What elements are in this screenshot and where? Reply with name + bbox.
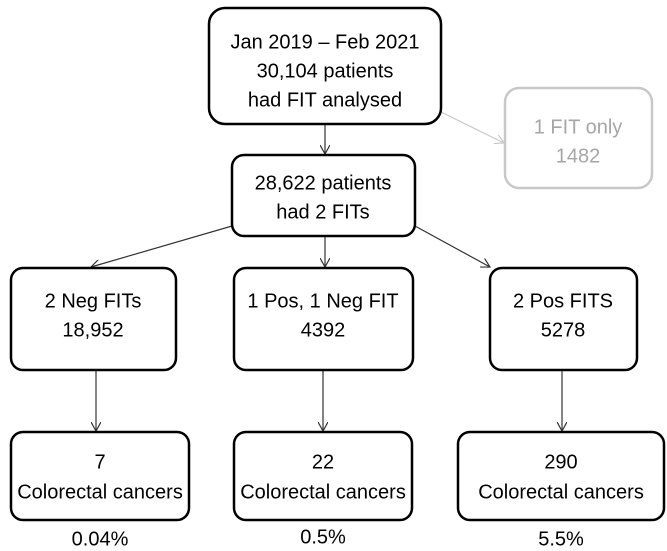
node-text: had FIT analysed <box>248 89 402 111</box>
node: Jan 2019 – Feb 2021 30,104 patients had … <box>207 6 443 126</box>
node-text: 30,104 patients <box>257 60 394 82</box>
arrow <box>440 111 504 143</box>
node-text: 290 <box>544 451 577 473</box>
node-box <box>232 266 415 372</box>
node: 7 Colorectal cancers <box>9 430 191 522</box>
node-text: 22 <box>312 451 334 473</box>
node-text: 1482 <box>556 145 601 167</box>
node-text: 7 <box>94 451 105 473</box>
percentage: 0.04% <box>72 528 129 550</box>
node-box <box>232 430 414 522</box>
node: 290 Colorectal cancers <box>456 430 666 522</box>
arrow <box>91 225 233 267</box>
node-box <box>503 86 654 190</box>
node-text: 1 Pos, 1 Neg FIT <box>247 290 398 312</box>
node-box <box>9 266 178 372</box>
node: 22 Colorectal cancers <box>232 430 414 522</box>
node-text: had 2 FITs <box>276 201 369 223</box>
node-text: 1 FIT only <box>534 116 623 138</box>
node: 1 FIT only 1482 <box>503 86 654 190</box>
node-box <box>230 153 417 238</box>
node-text: 2 Neg FITs <box>45 290 142 312</box>
percentage: 0.5% <box>300 526 346 548</box>
node: 1 Pos, 1 Neg FIT 4392 <box>232 266 415 372</box>
node-box <box>9 430 191 522</box>
node-text: Jan 2019 – Feb 2021 <box>230 31 419 53</box>
node-text: Colorectal cancers <box>240 481 406 503</box>
connectors <box>91 111 562 431</box>
node: 2 Pos FITS 5278 <box>488 266 639 372</box>
node-text: Colorectal cancers <box>478 481 644 503</box>
node-text: 2 Pos FITS <box>513 290 613 312</box>
node: 2 Neg FITs 18,952 <box>9 266 178 372</box>
node-text: Colorectal cancers <box>17 481 183 503</box>
percentage: 5.5% <box>538 528 584 550</box>
node-box <box>456 430 666 522</box>
node-text: 5278 <box>541 319 586 341</box>
node-text: 18,952 <box>62 319 123 341</box>
node-box <box>488 266 639 372</box>
node-text: 28,622 patients <box>255 172 392 194</box>
node: 28,622 patients had 2 FITs <box>230 153 417 238</box>
arrow <box>414 225 490 267</box>
node-box <box>207 6 443 126</box>
node-text: 4392 <box>301 319 346 341</box>
